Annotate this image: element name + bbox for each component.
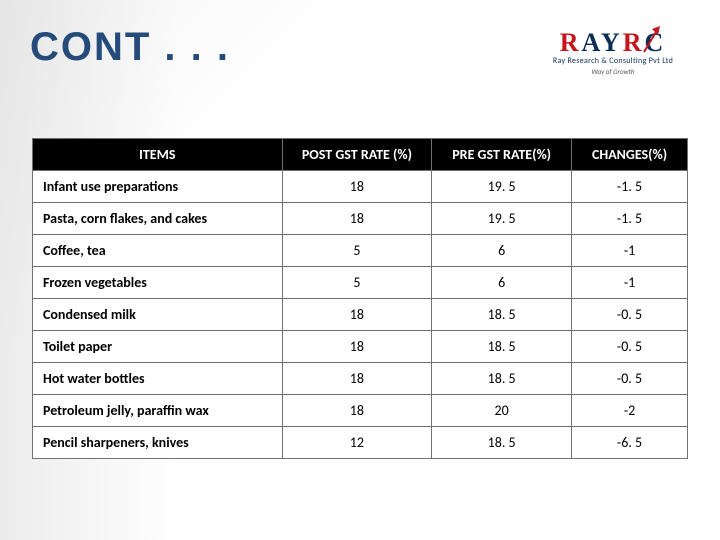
logo-subtitle: Ray Research & Consulting Pvt Ltd: [528, 56, 698, 66]
cell-change: -1: [572, 235, 688, 267]
cell-pre: 18. 5: [432, 427, 572, 459]
gst-table: ITEMS POST GST RATE (%) PRE GST RATE(%) …: [32, 138, 688, 459]
cell-item: Coffee, tea: [33, 235, 283, 267]
cell-item: Toilet paper: [33, 331, 283, 363]
col-header-items: ITEMS: [33, 139, 283, 171]
cell-pre: 18. 5: [432, 299, 572, 331]
logo-letter: A: [582, 28, 601, 57]
col-header-post: POST GST RATE (%): [282, 139, 432, 171]
table-row: Condensed milk1818. 5-0. 5: [33, 299, 688, 331]
cell-pre: 20: [432, 395, 572, 427]
logo: RAYRC Ray Research & Consulting Pvt Ltd …: [528, 28, 698, 76]
table-row: Frozen vegetables56-1: [33, 267, 688, 299]
cell-change: -6. 5: [572, 427, 688, 459]
cell-post: 18: [282, 331, 432, 363]
cell-pre: 6: [432, 235, 572, 267]
page-title: CONT . . .: [30, 25, 230, 70]
cell-post: 18: [282, 363, 432, 395]
cell-change: -0. 5: [572, 331, 688, 363]
cell-pre: 18. 5: [432, 331, 572, 363]
cell-post: 18: [282, 203, 432, 235]
table-row: Infant use preparations1819. 5-1. 5: [33, 171, 688, 203]
arrow-up-icon: [642, 24, 664, 54]
logo-tagline: Way of Growth: [528, 67, 698, 76]
cell-pre: 19. 5: [432, 203, 572, 235]
cell-post: 12: [282, 427, 432, 459]
table-row: Pasta, corn flakes, and cakes1819. 5-1. …: [33, 203, 688, 235]
cell-change: -0. 5: [572, 363, 688, 395]
table-row: Pencil sharpeners, knives1218. 5-6. 5: [33, 427, 688, 459]
table-body: Infant use preparations1819. 5-1. 5 Past…: [33, 171, 688, 459]
cell-pre: 19. 5: [432, 171, 572, 203]
cell-change: -0. 5: [572, 299, 688, 331]
cell-post: 5: [282, 267, 432, 299]
logo-letter: Y: [601, 28, 623, 57]
cell-post: 5: [282, 235, 432, 267]
cell-item: Hot water bottles: [33, 363, 283, 395]
table-row: Toilet paper1818. 5-0. 5: [33, 331, 688, 363]
cell-item: Petroleum jelly, paraffin wax: [33, 395, 283, 427]
logo-letter: R: [560, 28, 582, 57]
table-row: Hot water bottles1818. 5-0. 5: [33, 363, 688, 395]
cell-change: -1: [572, 267, 688, 299]
cell-post: 18: [282, 395, 432, 427]
cell-change: -2: [572, 395, 688, 427]
table-header-row: ITEMS POST GST RATE (%) PRE GST RATE(%) …: [33, 139, 688, 171]
col-header-changes: CHANGES(%): [572, 139, 688, 171]
cell-change: -1. 5: [572, 203, 688, 235]
cell-pre: 6: [432, 267, 572, 299]
cell-pre: 18. 5: [432, 363, 572, 395]
cell-item: Pasta, corn flakes, and cakes: [33, 203, 283, 235]
cell-item: Pencil sharpeners, knives: [33, 427, 283, 459]
logo-text: RAYRC: [528, 28, 698, 58]
table-row: Coffee, tea56-1: [33, 235, 688, 267]
cell-change: -1. 5: [572, 171, 688, 203]
col-header-pre: PRE GST RATE(%): [432, 139, 572, 171]
table-row: Petroleum jelly, paraffin wax1820-2: [33, 395, 688, 427]
cell-post: 18: [282, 299, 432, 331]
cell-item: Infant use preparations: [33, 171, 283, 203]
cell-item: Frozen vegetables: [33, 267, 283, 299]
cell-post: 18: [282, 171, 432, 203]
cell-item: Condensed milk: [33, 299, 283, 331]
